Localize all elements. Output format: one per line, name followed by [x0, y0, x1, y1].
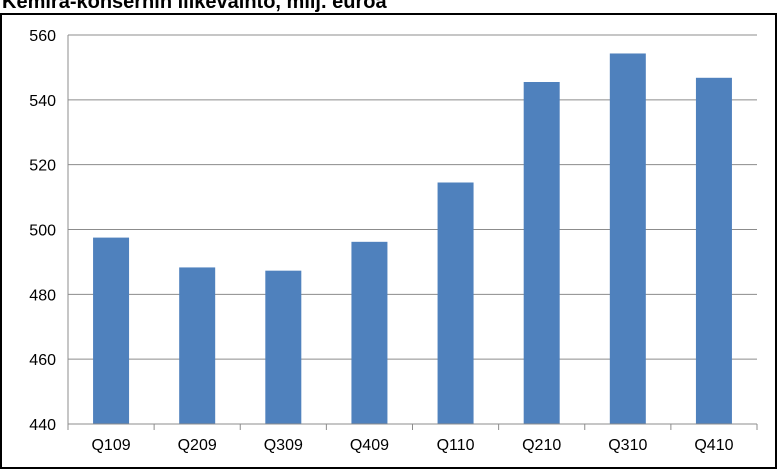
- bar-q409: [351, 241, 388, 424]
- x-tick-label: Q109: [91, 437, 130, 454]
- y-tick-label: 440: [29, 417, 56, 434]
- bar-q109: [93, 237, 130, 424]
- x-tick-label: Q209: [178, 437, 217, 454]
- y-tick-label: 540: [29, 93, 56, 110]
- x-tick-label: Q310: [608, 437, 647, 454]
- y-tick-label: 560: [29, 28, 56, 45]
- x-tick-label: Q410: [694, 437, 733, 454]
- chart-title: Kemira-konsernin liikevaihto, milj. euro…: [2, 0, 387, 13]
- bar-q209: [179, 267, 216, 424]
- x-tick-label: Q110: [437, 437, 475, 454]
- bar-q309: [265, 270, 302, 424]
- bar-q210: [523, 82, 560, 425]
- x-tick-label: Q309: [264, 437, 303, 454]
- y-tick-label: 460: [29, 352, 56, 369]
- bar-q310: [609, 53, 646, 424]
- y-tick-label: 480: [29, 287, 56, 304]
- y-tick-label: 500: [29, 223, 56, 240]
- chart-area: [0, 13, 777, 469]
- y-tick-label: 520: [29, 158, 56, 175]
- x-tick-label: Q409: [350, 437, 389, 454]
- x-tick-label: Q210: [522, 437, 561, 454]
- bar-q410: [695, 77, 732, 424]
- bar-q110: [437, 182, 474, 424]
